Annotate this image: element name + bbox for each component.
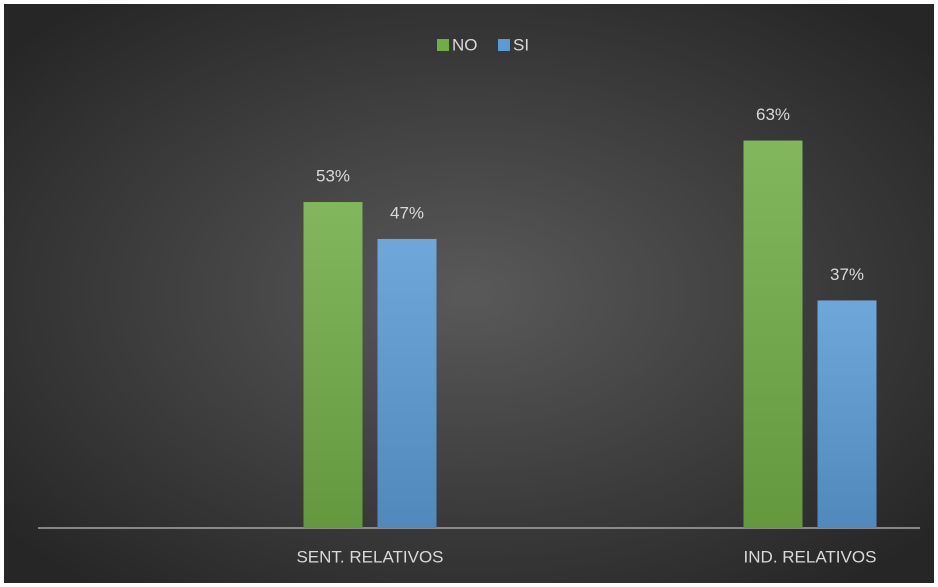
legend-label: NO: [452, 35, 478, 54]
bar-shade: [303, 202, 363, 529]
legend-swatch: [498, 39, 510, 51]
data-label: 47%: [390, 203, 424, 222]
bar-shade: [817, 300, 877, 528]
data-label: 53%: [316, 167, 350, 186]
data-label: 63%: [756, 105, 790, 124]
x-tick-label: IND. RELATIVOS: [744, 547, 877, 566]
bar-shade: [743, 140, 803, 529]
bar-shade: [377, 238, 437, 528]
legend-swatch: [437, 39, 449, 51]
data-label: 37%: [830, 265, 864, 284]
x-tick-label: SENT. RELATIVOS: [296, 547, 443, 566]
legend-label: SI: [513, 35, 529, 54]
